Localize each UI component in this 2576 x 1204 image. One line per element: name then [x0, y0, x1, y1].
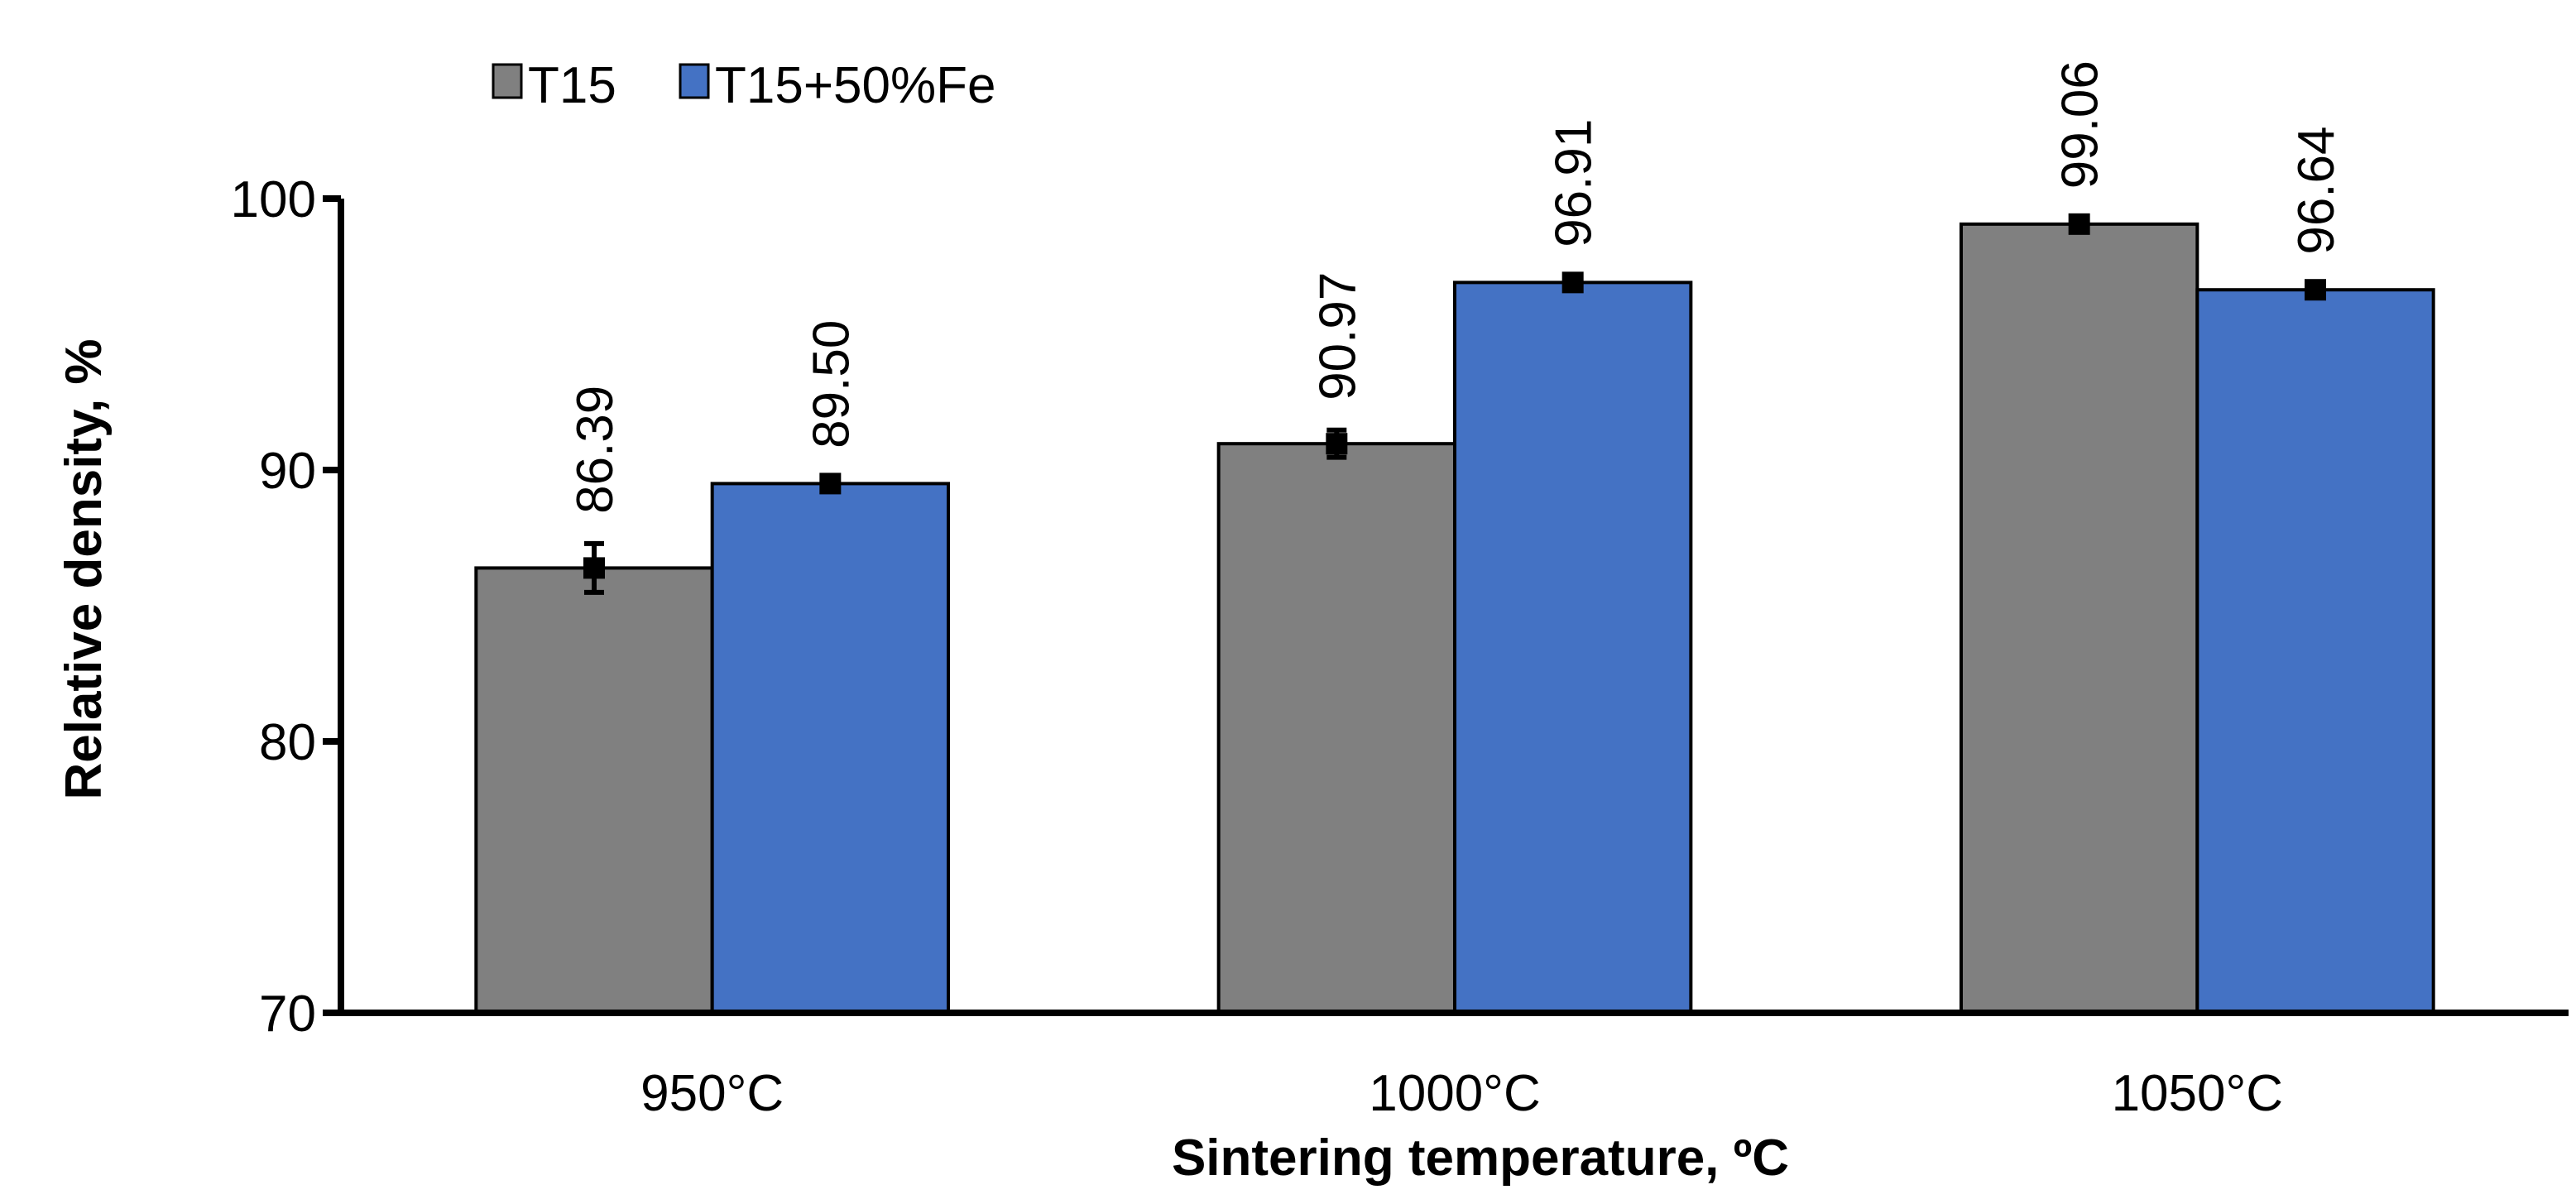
y-axis-title: Relative density, %: [55, 338, 113, 799]
legend-swatch-t15: [492, 63, 523, 99]
bar-s0-c0: [474, 566, 714, 1015]
x-tick-label-2: 1050°C: [2112, 1065, 2284, 1122]
y-tick-label-90: 90: [259, 443, 316, 500]
bar-s1-c2: [2195, 288, 2435, 1015]
y-tick-label-80: 80: [259, 714, 316, 771]
mean-marker-s0-c0: [583, 557, 605, 579]
legend-label-t15: T15: [528, 57, 616, 114]
data-label-s1-c1: 96.91: [1546, 119, 1603, 247]
x-tick-label-0: 950°C: [640, 1065, 784, 1122]
bar-s0-c2: [1959, 222, 2199, 1015]
bar-s1-c1: [1453, 281, 1693, 1015]
legend: T15 T15+50%Fe: [492, 57, 996, 114]
mean-marker-s1-c2: [2305, 279, 2327, 301]
legend-swatch-t15-fe: [679, 63, 710, 99]
y-tick-label-100: 100: [231, 171, 316, 228]
legend-label-t15-fe: T15+50%Fe: [715, 57, 996, 114]
y-tick-label-70: 70: [259, 986, 316, 1043]
data-label-s1-c2: 96.64: [2288, 126, 2345, 254]
bar-s1-c0: [710, 482, 951, 1015]
data-label-s0-c2: 99.06: [2052, 60, 2109, 189]
bars-group: 86.39 89.50 90.97 96.91 99.06 96.64: [474, 60, 2435, 1015]
mean-marker-s0-c2: [2068, 213, 2090, 235]
y-axis-ticks: 70 80 90 100: [231, 171, 341, 1043]
mean-marker-s1-c1: [1561, 271, 1584, 294]
data-label-s0-c1: 90.97: [1309, 272, 1366, 401]
mean-marker-s1-c0: [819, 472, 842, 495]
bar-s0-c1: [1216, 442, 1456, 1015]
x-tick-label-1: 1000°C: [1369, 1065, 1541, 1122]
x-axis-labels: 950°C 1000°C 1050°C: [640, 1065, 2283, 1122]
data-label-s0-c0: 86.39: [567, 386, 624, 514]
data-label-s1-c0: 89.50: [803, 320, 860, 449]
mean-marker-s0-c1: [1326, 433, 1348, 455]
x-axis-title: Sintering temperature, ºC: [1172, 1130, 1789, 1187]
